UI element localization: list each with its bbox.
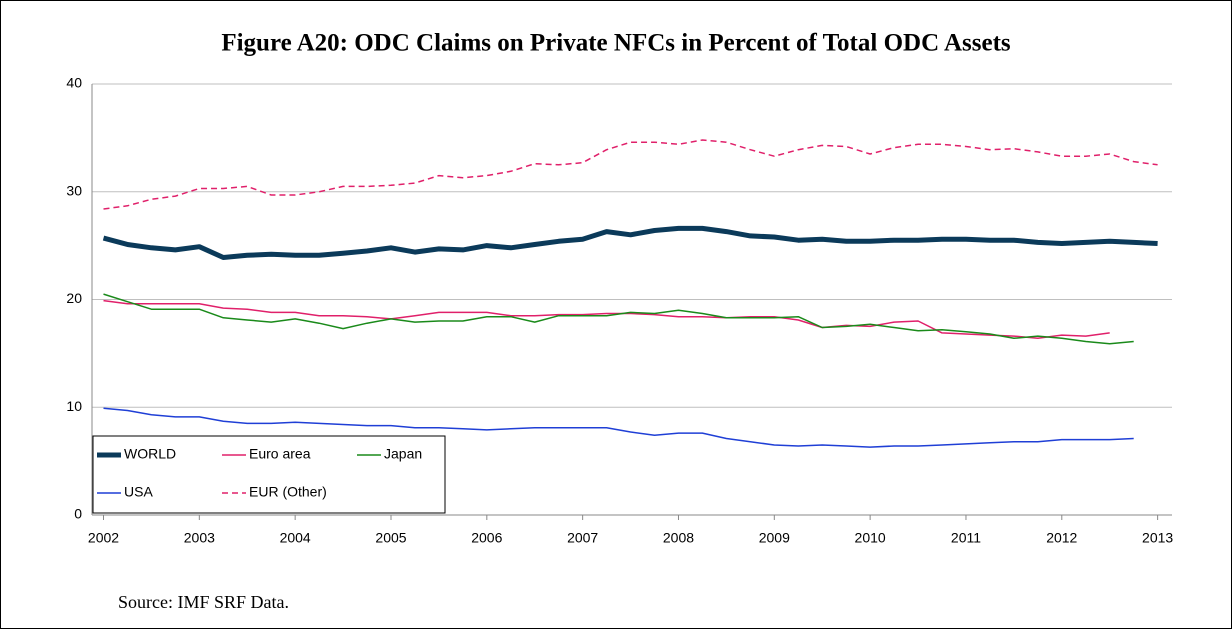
legend-label: WORLD — [124, 446, 176, 462]
series-line — [103, 293, 1134, 345]
chart-title: Figure A20: ODC Claims on Private NFCs i… — [221, 30, 1011, 57]
x-tick-label: 2008 — [663, 530, 694, 546]
x-tick-label: 2011 — [951, 530, 981, 546]
x-tick-label: 2013 — [1142, 530, 1173, 546]
y-tick-label: 20 — [66, 290, 82, 306]
x-tick-label: 2006 — [471, 530, 502, 546]
legend-label: EUR (Other) — [249, 484, 327, 500]
legend-label: Euro area — [249, 446, 311, 462]
legend-label: USA — [124, 484, 153, 500]
x-tick-label: 2002 — [88, 530, 119, 546]
source-note: Source: IMF SRF Data. — [118, 592, 289, 612]
y-tick-label: 0 — [74, 506, 82, 522]
x-tick-label: 2010 — [855, 530, 886, 546]
series-line — [102, 225, 1158, 260]
series-line — [103, 407, 1134, 448]
y-tick-label: 40 — [66, 75, 82, 91]
series-line — [103, 299, 1110, 340]
y-tick-label: 10 — [66, 398, 82, 414]
x-tick-label: 2009 — [759, 530, 790, 546]
x-tick-label: 2004 — [280, 530, 311, 546]
x-tick-label: 2003 — [184, 530, 215, 546]
legend-label: Japan — [384, 446, 422, 462]
legend: WORLD Euro area Japan USA EUR (Other) — [92, 435, 446, 514]
x-tick-label: 2012 — [1046, 530, 1077, 546]
x-tick-label: 2005 — [375, 530, 406, 546]
y-tick-label: 30 — [66, 182, 82, 198]
legend-box — [92, 435, 446, 514]
x-tick-label: 2007 — [567, 530, 598, 546]
